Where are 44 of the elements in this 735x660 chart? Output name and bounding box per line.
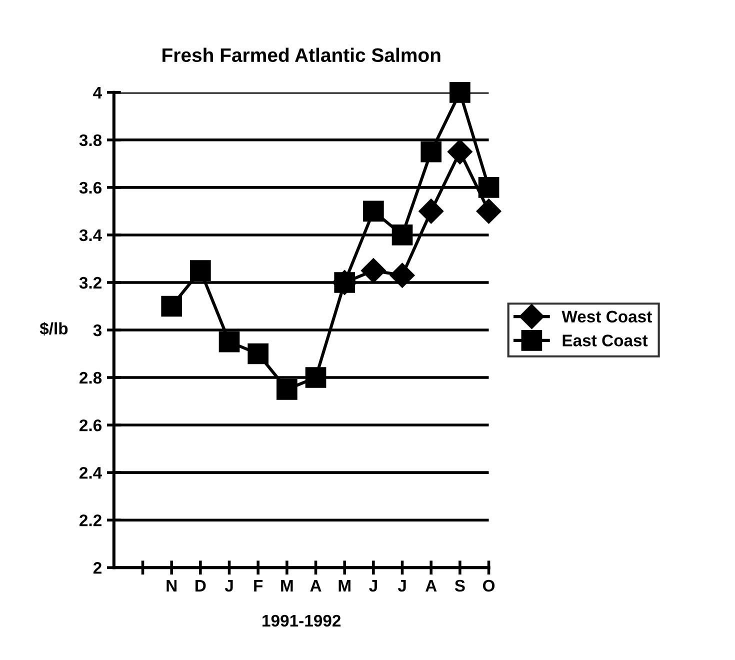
y-axis-title: $/lb: [40, 322, 68, 336]
x-tick-label: S: [454, 580, 465, 592]
x-tick-label: J: [369, 580, 377, 592]
point: [161, 296, 182, 317]
x-tick-label: F: [254, 580, 263, 592]
point: [450, 82, 470, 103]
x-tick-label: O: [482, 580, 495, 592]
point: [248, 343, 269, 364]
x-tick-label: J: [398, 580, 406, 592]
y-tick-label: 2.8: [80, 372, 102, 384]
x-axis-title: 1991-1992: [262, 614, 341, 627]
x-tick-label: D: [196, 580, 206, 592]
y-tick-label: 2.4: [80, 466, 102, 479]
y-tick-label: 3.4: [79, 229, 102, 242]
x-tick-label: N: [166, 580, 176, 592]
point: [418, 198, 444, 224]
y-tick-label: 2.2: [80, 514, 102, 526]
y-tick-label: 2: [93, 562, 102, 574]
point: [476, 198, 502, 224]
point: [390, 262, 415, 288]
point: [218, 331, 240, 352]
y-tick-label: 3: [93, 324, 102, 336]
x-tick-label: A: [310, 580, 322, 592]
point: [478, 177, 500, 198]
y-tick-label: 3.6: [79, 182, 102, 194]
point: [190, 260, 211, 282]
x-tick-label: M: [338, 580, 350, 592]
point: [363, 200, 384, 222]
y-tick-label: 2.6: [80, 419, 102, 432]
legend-label: West Coast: [562, 310, 652, 323]
y-tick-label: 3.2: [79, 276, 102, 289]
x-tick-label: M: [281, 580, 293, 592]
point: [276, 378, 298, 400]
point: [360, 258, 386, 284]
point: [392, 224, 413, 246]
point: [447, 139, 472, 164]
y-tick-label: 4: [93, 86, 102, 98]
x-tick-label: J: [224, 580, 233, 592]
chart-title: Fresh Farmed Atlantic Salmon: [162, 48, 440, 62]
point: [420, 141, 442, 162]
point: [305, 367, 326, 388]
y-tick-label: 3.8: [79, 134, 102, 146]
legend-label: East Coast: [562, 334, 648, 346]
x-tick-label: A: [426, 580, 437, 592]
